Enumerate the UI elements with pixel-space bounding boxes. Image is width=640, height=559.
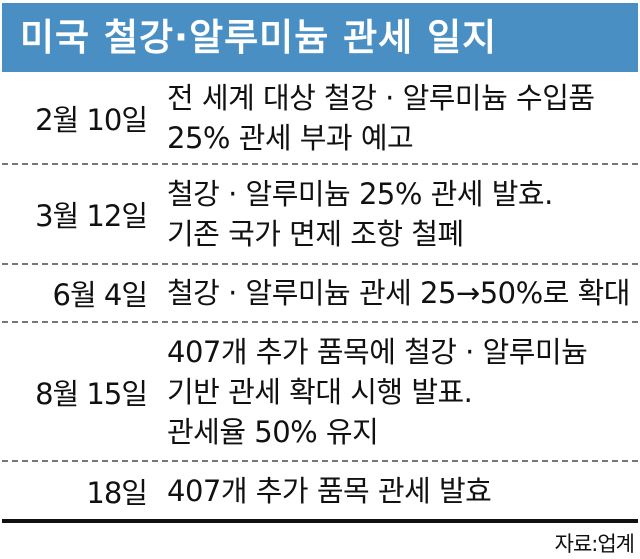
row-date: 3월 12일 <box>35 199 148 233</box>
description-line: 407개 추가 품목 관세 발효 <box>167 473 492 508</box>
description-line: 25% 관세 부과 예고 <box>167 120 414 155</box>
row-description: 407개 추가 품목 관세 발효 <box>167 471 492 511</box>
table-row: 6월 4일 철강 · 알루미늄 관세 25→50%로 확대 <box>2 265 638 323</box>
description-line: 기존 국가 면제 조항 철폐 <box>167 217 464 251</box>
row-description: 철강 · 알루미늄 25% 관세 발효. 기존 국가 면제 조항 철폐 <box>167 174 553 254</box>
description-line: 관세율 50% 유지 <box>167 414 379 449</box>
row-date: 18일 <box>86 475 148 510</box>
description-line: 407개 추가 품목에 철강 · 알루미늄 <box>167 334 588 369</box>
row-description: 전 세계 대상 철강 · 알루미늄 수입품 25% 관세 부과 예고 <box>167 78 595 158</box>
description-line: 철강 · 알루미늄 관세 25→50%로 확대 <box>167 276 630 310</box>
row-description: 철강 · 알루미늄 관세 25→50%로 확대 <box>167 273 630 313</box>
page-title: 미국 철강·알루미늄 관세 일지 <box>2 3 638 72</box>
description-line: 전 세계 대상 철강 · 알루미늄 수입품 <box>167 80 595 115</box>
description-line: 기반 관세 확대 시행 발표. <box>167 374 473 409</box>
table-row: 8월 15일 407개 추가 품목에 철강 · 알루미늄 기반 관세 확대 시행… <box>2 323 638 462</box>
row-date: 8월 15일 <box>35 376 148 411</box>
table-row: 18일 407개 추가 품목 관세 발효 <box>2 462 638 519</box>
source-note: 자료:업계 <box>554 532 635 556</box>
table-row: 2월 10일 전 세계 대상 철강 · 알루미늄 수입품 25% 관세 부과 예… <box>2 72 638 165</box>
row-date: 2월 10일 <box>35 102 148 137</box>
description-line: 철강 · 알루미늄 25% 관세 발효. <box>167 177 553 211</box>
row-description: 407개 추가 품목에 철강 · 알루미늄 기반 관세 확대 시행 발표. 관세… <box>167 332 588 452</box>
bottom-divider <box>2 519 638 523</box>
table-row: 3월 12일 철강 · 알루미늄 25% 관세 발효. 기존 국가 면제 조항 … <box>2 165 638 265</box>
row-date: 6월 4일 <box>52 278 148 312</box>
